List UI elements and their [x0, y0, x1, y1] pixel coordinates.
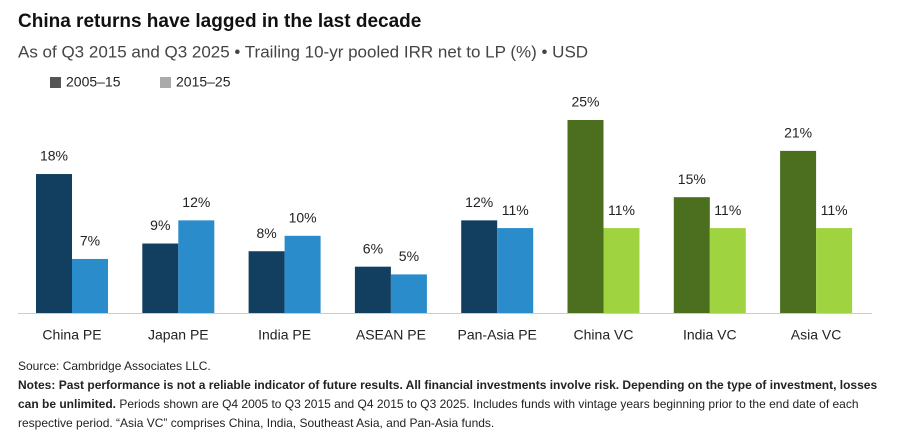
- value-label: 12%: [465, 194, 493, 210]
- bar: [816, 228, 853, 313]
- value-label: 7%: [80, 233, 100, 249]
- bar: [284, 235, 321, 313]
- bar: [142, 243, 179, 313]
- value-label: 11%: [714, 202, 741, 218]
- value-label: 18%: [40, 148, 68, 164]
- x-tick-label: China VC: [574, 327, 634, 343]
- bar: [780, 150, 817, 313]
- notes-label: Notes:: [18, 378, 56, 392]
- bar: [354, 266, 391, 313]
- x-tick-label: Japan PE: [148, 327, 209, 343]
- notes-text: Periods shown are Q4 2005 to Q3 2015 and…: [18, 397, 859, 430]
- legend-label: 2005–15: [66, 74, 121, 90]
- notes-bold: Past performance is not a reliable indic…: [18, 378, 878, 411]
- source: Source: Cambridge Associates LLC.: [18, 359, 211, 373]
- bar: [178, 220, 215, 313]
- value-label: 25%: [571, 94, 599, 110]
- bar: [72, 258, 108, 313]
- legend-swatch: [50, 77, 61, 88]
- value-label: 5%: [399, 248, 419, 264]
- value-label: 9%: [150, 217, 170, 233]
- bar: [248, 251, 285, 313]
- notes: Notes: Past performance is not a reliabl…: [18, 376, 878, 433]
- value-label: 10%: [289, 210, 317, 226]
- value-label: 12%: [182, 194, 210, 210]
- bar: [709, 228, 746, 313]
- value-label: 6%: [363, 240, 383, 256]
- chart: China returns have lagged in the last de…: [18, 11, 872, 343]
- bar: [461, 220, 498, 313]
- chart-title: China returns have lagged in the last de…: [18, 11, 421, 32]
- value-label: 11%: [608, 202, 635, 218]
- value-label: 11%: [502, 202, 529, 218]
- chart-subtitle: As of Q3 2015 and Q3 2025 • Trailing 10-…: [18, 42, 588, 61]
- legend-label: 2015–25: [176, 74, 231, 90]
- bar: [673, 197, 710, 313]
- value-label: 21%: [784, 125, 812, 141]
- bar: [603, 228, 640, 313]
- bar: [567, 120, 604, 313]
- value-label: 15%: [678, 171, 706, 187]
- legend-swatch: [160, 77, 171, 88]
- value-label: 8%: [256, 225, 276, 241]
- bar: [36, 174, 72, 313]
- bar: [497, 228, 534, 313]
- x-tick-label: ASEAN PE: [356, 327, 426, 343]
- bar: [390, 274, 427, 313]
- value-label: 11%: [821, 202, 848, 218]
- x-tick-label: India VC: [683, 327, 737, 343]
- x-tick-label: Asia VC: [791, 327, 842, 343]
- x-tick-label: Pan-Asia PE: [458, 327, 537, 343]
- x-tick-label: China PE: [42, 327, 101, 343]
- x-tick-label: India PE: [258, 327, 311, 343]
